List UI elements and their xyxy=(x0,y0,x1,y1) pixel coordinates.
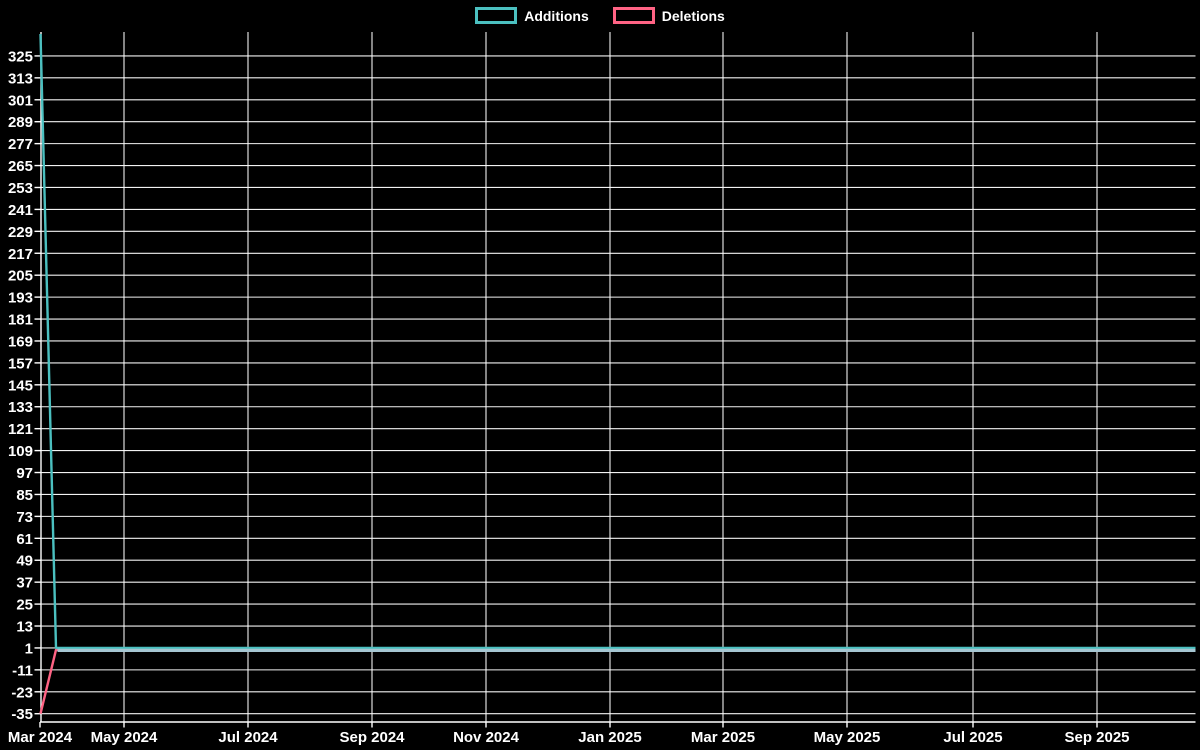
y-tick-label: -23 xyxy=(11,684,33,701)
y-tick-label: 73 xyxy=(16,509,33,526)
y-tick-label: 61 xyxy=(16,531,33,548)
x-tick-label: Nov 2024 xyxy=(453,729,520,746)
y-tick-label: 193 xyxy=(8,290,33,307)
additions-swatch-icon xyxy=(475,7,518,24)
y-tick-label: 265 xyxy=(8,158,33,175)
y-tick-label: 325 xyxy=(8,48,33,65)
y-tick-label: 301 xyxy=(8,92,33,109)
legend-item-deletions[interactable]: Deletions xyxy=(612,7,725,24)
x-tick-label: Jan 2025 xyxy=(578,729,641,746)
y-tick-label: 169 xyxy=(8,333,33,350)
y-tick-label: 157 xyxy=(8,355,33,372)
y-tick-label: 25 xyxy=(16,597,33,614)
y-tick-label: -35 xyxy=(11,706,33,723)
y-tick-label: 229 xyxy=(8,224,33,241)
y-tick-label: 121 xyxy=(8,421,33,438)
legend-label-deletions: Deletions xyxy=(661,7,725,24)
x-tick-label: Mar 2024 xyxy=(8,729,73,746)
y-tick-label: 289 xyxy=(8,114,33,131)
y-tick-label: 253 xyxy=(8,180,33,197)
chart-legend: Additions Deletions xyxy=(0,7,1200,24)
y-tick-label: 97 xyxy=(16,465,33,482)
x-tick-label: Jul 2025 xyxy=(943,729,1002,746)
x-tick-label: Sep 2024 xyxy=(339,729,405,746)
deletions-line xyxy=(39,648,1196,714)
y-tick-label: 145 xyxy=(8,377,33,394)
x-tick-label: Jul 2024 xyxy=(218,729,278,746)
x-tick-label: Mar 2025 xyxy=(691,729,755,746)
x-tick-label: May 2025 xyxy=(814,729,881,746)
y-tick-label: 181 xyxy=(8,312,33,329)
legend-item-additions[interactable]: Additions xyxy=(475,7,589,24)
y-tick-label: 133 xyxy=(8,399,33,416)
y-tick-label: 85 xyxy=(16,487,33,504)
x-tick-label: Sep 2025 xyxy=(1064,729,1129,746)
y-tick-label: 217 xyxy=(8,246,33,263)
deletions-swatch-icon xyxy=(612,7,655,24)
legend-label-additions: Additions xyxy=(524,7,589,24)
y-tick-label: 109 xyxy=(8,443,33,460)
y-tick-label: 1 xyxy=(25,640,33,657)
y-tick-label: 241 xyxy=(8,202,33,219)
additions-line xyxy=(39,33,1196,650)
y-tick-label: 205 xyxy=(8,268,33,285)
x-tick-label: May 2024 xyxy=(91,729,158,746)
y-tick-label: 49 xyxy=(16,553,33,570)
y-tick-label: 37 xyxy=(16,575,33,592)
y-tick-label: 277 xyxy=(8,136,33,153)
y-tick-label: 13 xyxy=(16,619,33,636)
y-tick-label: 313 xyxy=(8,70,33,87)
y-tick-label: -11 xyxy=(12,662,33,679)
